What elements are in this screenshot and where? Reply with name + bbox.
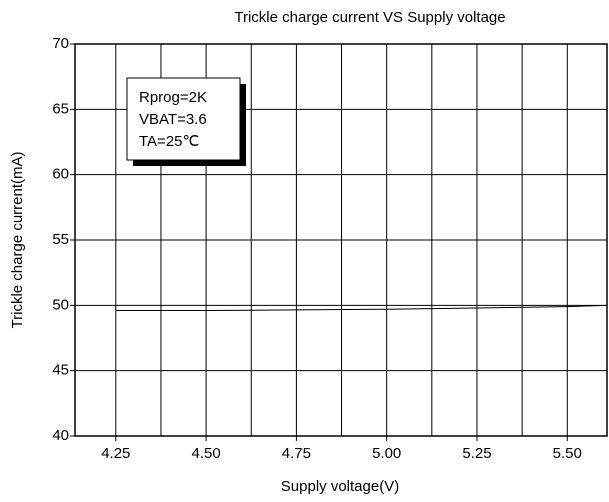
legend-box: [126, 77, 241, 161]
x-tick-label: 5.25: [462, 445, 491, 462]
annotation: TA=25℃: [139, 133, 199, 150]
x-tick-label: 4.50: [192, 445, 221, 462]
y-tick-label: 60: [52, 166, 69, 183]
plot-frame: [74, 43, 608, 437]
y-tick-label: 70: [52, 35, 69, 52]
annotation: Rprog=2K: [139, 89, 207, 106]
x-tick-label: 4.75: [282, 445, 311, 462]
y-tick-label: 50: [52, 296, 69, 313]
chart-title: Trickle charge current VS Supply voltage: [234, 9, 505, 26]
y-axis-label: Trickle charge current(mA): [9, 152, 26, 329]
x-tick-label: 5.00: [372, 445, 401, 462]
y-tick-label: 55: [52, 231, 69, 248]
y-tick-label: 65: [52, 100, 69, 117]
data-line: [115, 304, 608, 312]
y-tick-label: 45: [52, 362, 69, 379]
annotation: VBAT=3.6: [139, 111, 207, 128]
x-tick-label: 5.50: [553, 445, 582, 462]
x-tick-label: 4.25: [101, 445, 130, 462]
y-tick-label: 40: [52, 427, 69, 444]
x-axis-label: Supply voltage(V): [281, 478, 399, 495]
